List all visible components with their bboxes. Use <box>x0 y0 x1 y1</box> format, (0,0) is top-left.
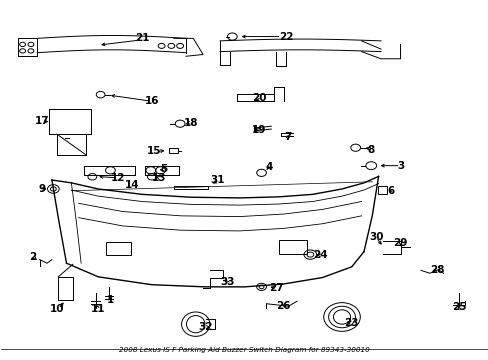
Text: 6: 6 <box>386 186 394 196</box>
Text: 28: 28 <box>429 265 444 275</box>
Text: 1: 1 <box>106 295 114 305</box>
Text: 2: 2 <box>29 252 36 262</box>
Text: 29: 29 <box>392 238 407 248</box>
Bar <box>168 148 177 153</box>
Text: 26: 26 <box>276 301 290 311</box>
Text: 11: 11 <box>91 304 105 314</box>
Text: 12: 12 <box>110 173 125 183</box>
Text: 19: 19 <box>251 125 266 135</box>
Text: 9: 9 <box>39 184 45 194</box>
Text: 7: 7 <box>284 132 291 142</box>
Text: 27: 27 <box>268 283 283 293</box>
Text: 10: 10 <box>49 304 64 314</box>
Text: 17: 17 <box>35 116 49 126</box>
Text: 22: 22 <box>278 32 293 41</box>
Text: 18: 18 <box>183 118 198 128</box>
Text: 25: 25 <box>451 302 466 312</box>
Text: 30: 30 <box>368 232 383 242</box>
Text: 4: 4 <box>264 162 272 172</box>
Text: 21: 21 <box>135 33 149 43</box>
Text: 32: 32 <box>198 322 212 332</box>
Polygon shape <box>57 134 86 155</box>
Text: 31: 31 <box>210 175 224 185</box>
Text: 13: 13 <box>152 173 166 183</box>
Text: 24: 24 <box>312 250 327 260</box>
Text: 14: 14 <box>125 180 140 190</box>
Bar <box>377 186 386 194</box>
Text: 2008 Lexus IS F Parking Aid Buzzer Switch Diagram for 89343-30010: 2008 Lexus IS F Parking Aid Buzzer Switc… <box>119 347 369 353</box>
Text: 8: 8 <box>367 144 374 154</box>
Text: 3: 3 <box>396 161 404 171</box>
Text: 33: 33 <box>220 277 234 287</box>
Bar <box>105 242 131 255</box>
Bar <box>278 240 306 253</box>
Text: 23: 23 <box>344 319 358 328</box>
Text: 15: 15 <box>147 146 161 156</box>
Text: 20: 20 <box>251 93 266 103</box>
Text: 16: 16 <box>144 96 159 106</box>
Text: 5: 5 <box>160 164 167 174</box>
